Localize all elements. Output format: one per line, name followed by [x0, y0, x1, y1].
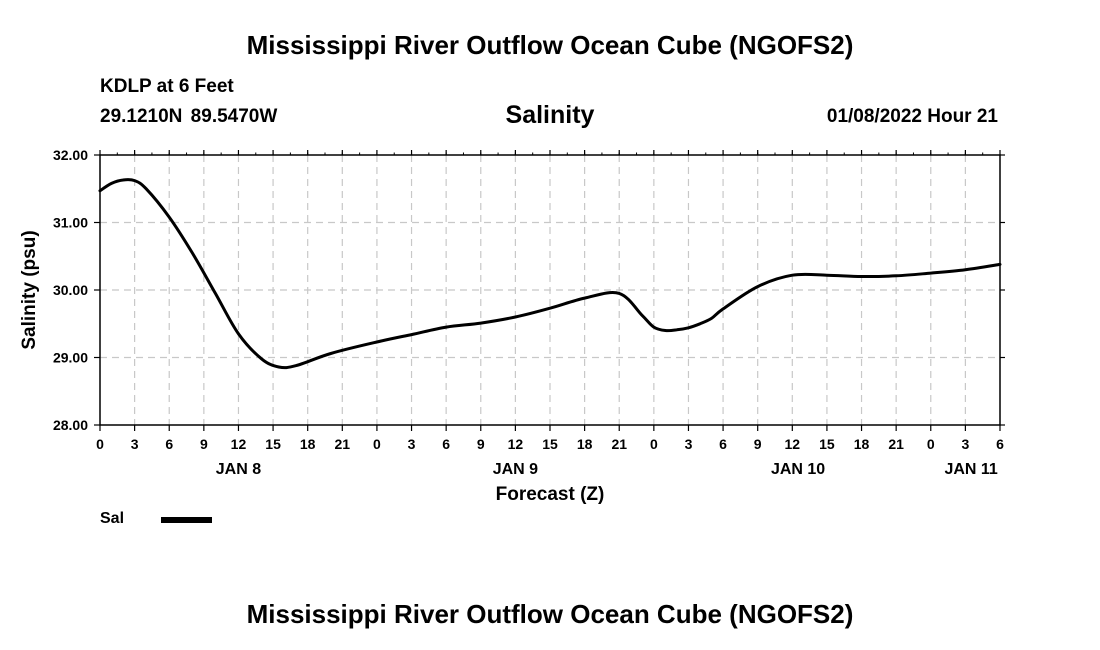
x-tick-label: 9 — [754, 436, 762, 452]
x-tick-label: 21 — [888, 436, 904, 452]
x-tick-label: 3 — [685, 436, 693, 452]
x-tick-label: 15 — [819, 436, 835, 452]
x-tick-label: 0 — [650, 436, 658, 452]
footer-title: Mississippi River Outflow Ocean Cube (NG… — [246, 599, 854, 629]
x-tick-label: 12 — [785, 436, 801, 452]
legend-label: Sal — [100, 510, 125, 527]
y-tick-label: 28.00 — [53, 417, 88, 433]
x-day-label: JAN 8 — [216, 461, 261, 478]
x-tick-label: 6 — [996, 436, 1004, 452]
x-axis-label: Forecast (Z) — [496, 484, 605, 505]
x-tick-label: 21 — [611, 436, 627, 452]
x-tick-label: 18 — [577, 436, 593, 452]
y-tick-label: 32.00 — [53, 147, 88, 163]
y-axis-label: Salinity (psu) — [19, 230, 40, 349]
x-tick-label: 18 — [300, 436, 316, 452]
y-tick-label: 31.00 — [53, 215, 88, 231]
chart-title: Salinity — [505, 101, 595, 129]
x-tick-label: 9 — [477, 436, 485, 452]
x-tick-label: 15 — [542, 436, 558, 452]
station-coordinates: 29.1210N 89.5470W — [100, 106, 278, 127]
y-tick-label: 30.00 — [53, 282, 88, 298]
x-day-label: JAN 9 — [493, 461, 538, 478]
x-tick-label: 15 — [265, 436, 281, 452]
x-tick-label: 9 — [200, 436, 208, 452]
y-tick-label: 29.00 — [53, 350, 88, 366]
grid — [100, 155, 1000, 425]
main-title: Mississippi River Outflow Ocean Cube (NG… — [246, 30, 854, 60]
x-tick-label: 21 — [335, 436, 351, 452]
x-tick-label: 0 — [373, 436, 381, 452]
x-tick-label: 12 — [231, 436, 247, 452]
x-tick-label: 3 — [131, 436, 139, 452]
x-tick-label: 6 — [165, 436, 173, 452]
x-tick-label: 3 — [961, 436, 969, 452]
series-layer — [98, 178, 1002, 370]
forecast-datetime: 01/08/2022 Hour 21 — [826, 106, 998, 127]
station-label: KDLP at 6 Feet — [100, 76, 234, 97]
x-day-label: JAN 11 — [944, 461, 997, 478]
x-tick-label: 6 — [442, 436, 450, 452]
x-tick-label: 18 — [854, 436, 870, 452]
x-tick-label: 3 — [408, 436, 416, 452]
x-tick-label: 6 — [719, 436, 727, 452]
legend-swatch — [161, 517, 212, 523]
x-tick-label: 0 — [96, 436, 104, 452]
axis-ticks: 0 3 6 9 12 15 18 21 0 3 6 9 12 15 18 21 0 3 6 9 12 15 18 21 0 3 6 2… — [53, 147, 1005, 478]
x-day-label: JAN 10 — [771, 461, 825, 478]
x-tick-label: 0 — [927, 436, 935, 452]
series-line-sal — [98, 178, 1002, 370]
x-tick-label: 12 — [508, 436, 524, 452]
